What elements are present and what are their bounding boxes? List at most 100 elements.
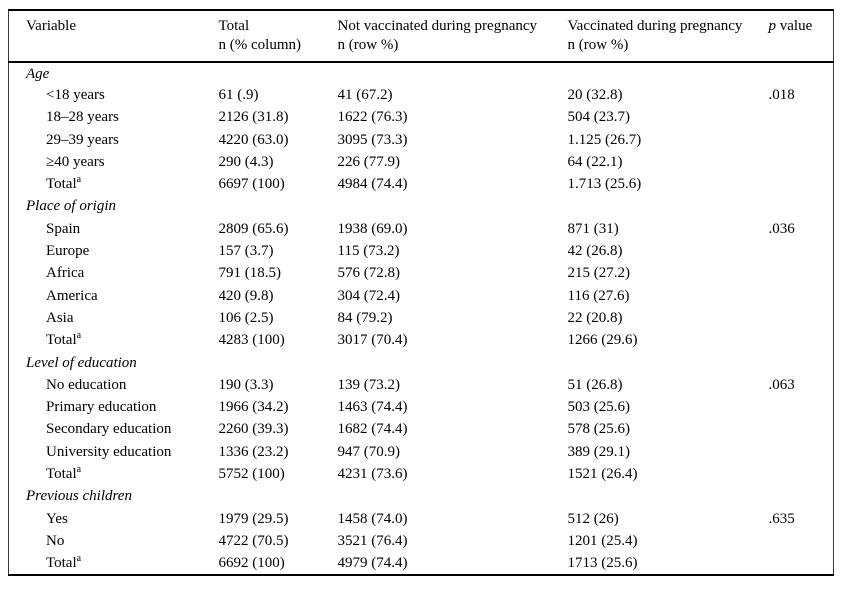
table-row: Totala 4283 (100) 3017 (70.4) 1266 (29.6): [9, 330, 834, 352]
cell-total: 6692 (100): [218, 554, 285, 571]
section-title: Previous children: [26, 488, 132, 505]
cell-not-vaccinated: 576 (72.8): [337, 265, 401, 282]
cell-not-vaccinated: 1463 (74.4): [337, 399, 408, 416]
section-header-row: Place of origin: [9, 196, 834, 218]
cell-not-vaccinated: 3095 (73.3): [337, 131, 408, 148]
table-row: ≥40 years 290 (4.3) 226 (77.9) 64 (22.1): [9, 151, 834, 173]
cell-vaccinated: 1521 (26.4): [567, 465, 638, 482]
cell-total: 6697 (100): [218, 176, 285, 193]
row-label: No: [46, 532, 65, 549]
cell-vaccinated: 512 (26): [567, 510, 619, 527]
row-label: Primary education: [46, 399, 157, 416]
cell-total: 2260 (39.3): [218, 421, 289, 438]
cell-vaccinated: 1201 (25.4): [567, 532, 638, 549]
row-label: America: [46, 287, 98, 304]
cell-p-value: [769, 151, 834, 173]
cell-not-vaccinated: 4984 (74.4): [337, 176, 408, 193]
cell-not-vaccinated: 1458 (74.0): [337, 510, 408, 527]
cell-total: 2126 (31.8): [218, 109, 289, 126]
cell-vaccinated: 116 (27.6): [567, 287, 630, 304]
cell-vaccinated: 1266 (29.6): [567, 332, 638, 349]
row-label: 29–39 years: [46, 131, 119, 148]
cell-total: 61 (.9): [218, 86, 259, 103]
cell-p-value: [769, 441, 834, 463]
column-header-p-value: p value: [768, 10, 834, 63]
cell-vaccinated: 504 (23.7): [567, 109, 631, 126]
cell-vaccinated: 20 (32.8): [567, 86, 623, 103]
cell-vaccinated: 1.713 (25.6): [567, 176, 642, 193]
cell-p-value: [769, 330, 834, 352]
cell-total: 791 (18.5): [218, 265, 282, 282]
table-header: Variable Total n (% column) Not vaccinat…: [8, 10, 834, 63]
cell-p-value: .063: [768, 376, 795, 393]
column-header-vaccinated-line1: Vaccinated during pregnancy: [567, 18, 743, 34]
cell-total: 5752 (100): [218, 465, 285, 482]
column-header-total-line2: n (% column): [218, 37, 301, 53]
table-row: Totala 6697 (100) 4984 (74.4) 1.713 (25.6): [9, 173, 834, 195]
vaccination-table: Variable Total n (% column) Not vaccinat…: [8, 9, 834, 576]
row-label: 18–28 years: [46, 109, 119, 126]
cell-not-vaccinated: 1938 (69.0): [337, 220, 408, 237]
cell-total: 190 (3.3): [218, 376, 274, 393]
table-header-row: Variable Total n (% column) Not vaccinat…: [8, 10, 834, 63]
cell-total: 290 (4.3): [218, 153, 274, 170]
column-header-variable-label: Variable: [26, 18, 76, 34]
cell-vaccinated: 64 (22.1): [567, 153, 623, 170]
table-row: University education 1336 (23.2) 947 (70.9…: [9, 441, 834, 463]
cell-total: 2809 (65.6): [218, 220, 289, 237]
cell-not-vaccinated: 4231 (73.6): [337, 465, 408, 482]
cell-p-value: [769, 107, 834, 129]
p-value-word: value: [779, 18, 813, 34]
cell-p-value: [769, 419, 834, 441]
footnote-marker: a: [76, 174, 82, 186]
column-header-not-vaccinated: Not vaccinated during pregnancy n (row %…: [337, 10, 568, 63]
cell-vaccinated: 42 (26.8): [567, 243, 623, 260]
cell-p-value: [769, 530, 834, 552]
table-row: 29–39 years 4220 (63.0) 3095 (73.3) 1.125 (…: [9, 129, 834, 151]
row-label: ≥40 years: [46, 153, 105, 170]
cell-vaccinated: 871 (31): [567, 220, 619, 237]
p-symbol: p: [768, 18, 777, 34]
row-label: Spain: [46, 220, 81, 237]
table-row: Spain 2809 (65.6) 1938 (69.0) 871 (31) .036: [9, 218, 834, 240]
cell-total: 1336 (23.2): [218, 443, 289, 460]
section-title: Place of origin: [26, 198, 116, 215]
cell-p-value: .018: [768, 86, 795, 103]
cell-total: 1979 (29.5): [218, 510, 289, 527]
cell-not-vaccinated: 1682 (74.4): [337, 421, 408, 438]
column-header-total: Total n (% column): [218, 10, 338, 63]
row-label: Totala: [46, 174, 82, 193]
row-label: Totala: [46, 552, 82, 571]
cell-not-vaccinated: 226 (77.9): [337, 153, 401, 170]
cell-not-vaccinated: 3521 (76.4): [337, 532, 408, 549]
table-row: <18 years 61 (.9) 41 (67.2) 20 (32.8) .018: [9, 84, 834, 106]
cell-p-value: [769, 263, 834, 285]
row-label: Totala: [46, 463, 82, 482]
cell-total: 1966 (34.2): [218, 399, 289, 416]
cell-vaccinated: 578 (25.6): [567, 421, 631, 438]
table-row: America 420 (9.8) 304 (72.4) 116 (27.6): [9, 285, 834, 307]
column-header-not-vaccinated-line2: n (row %): [337, 37, 399, 53]
cell-not-vaccinated: 41 (67.2): [337, 86, 393, 103]
table-row: Africa 791 (18.5) 576 (72.8) 215 (27.2): [9, 263, 834, 285]
cell-p-value: [769, 553, 834, 575]
cell-p-value: [769, 307, 834, 329]
row-label: Yes: [46, 510, 68, 527]
footnote-marker: a: [76, 463, 82, 475]
cell-p-value: .036: [768, 220, 795, 237]
table-row: Totala 6692 (100) 4979 (74.4) 1713 (25.6): [9, 553, 834, 575]
row-label: <18 years: [46, 86, 105, 103]
section-title: Age: [26, 66, 50, 83]
cell-total: 106 (2.5): [218, 309, 274, 326]
table-row: 18–28 years 2126 (31.8) 1622 (76.3) 504 (23…: [9, 107, 834, 129]
row-label: University education: [46, 443, 172, 460]
cell-not-vaccinated: 84 (79.2): [337, 309, 393, 326]
table-row: Yes 1979 (29.5) 1458 (74.0) 512 (26) .635: [9, 508, 834, 530]
cell-not-vaccinated: 139 (73.2): [337, 376, 401, 393]
footnote-marker: a: [76, 552, 82, 564]
table-row: No 4722 (70.5) 3521 (76.4) 1201 (25.4): [9, 530, 834, 552]
cell-vaccinated: 215 (27.2): [567, 265, 631, 282]
row-label: Totala: [46, 330, 82, 349]
cell-p-value: [769, 173, 834, 195]
cell-p-value: [769, 240, 834, 262]
